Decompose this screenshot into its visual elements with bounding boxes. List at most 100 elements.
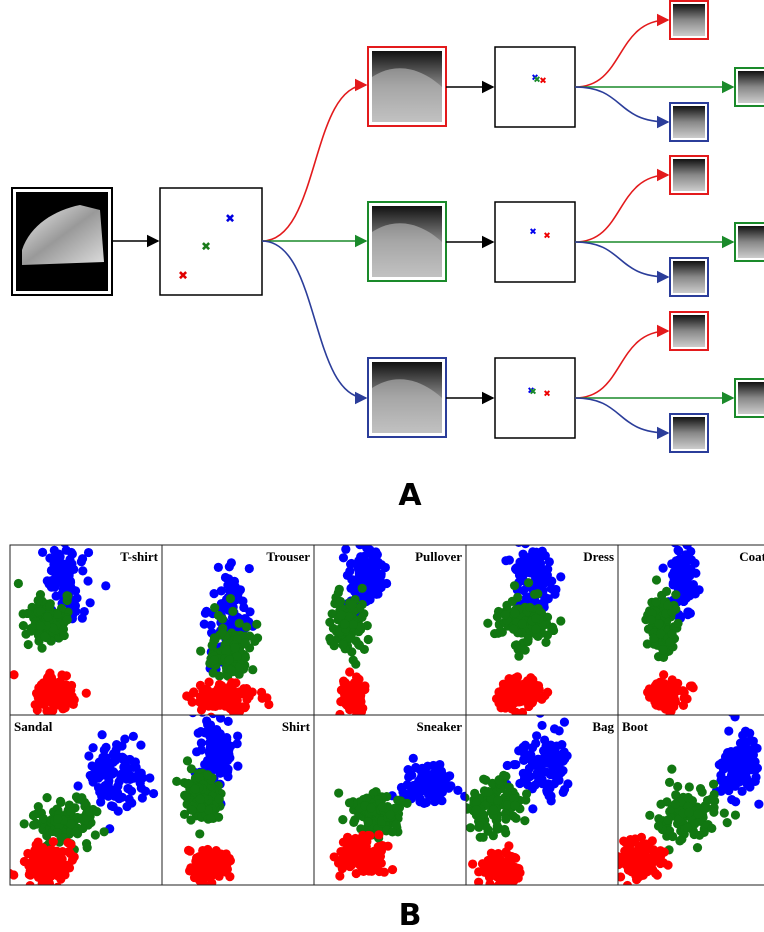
point <box>63 591 72 600</box>
point <box>515 868 524 877</box>
point <box>203 770 212 779</box>
point <box>674 546 683 555</box>
point <box>92 807 101 816</box>
arrow <box>575 175 668 242</box>
marker: ✖ <box>543 232 551 242</box>
point <box>510 609 519 618</box>
point <box>620 853 629 862</box>
point <box>214 563 223 572</box>
class-label: Shirt <box>282 719 311 734</box>
point <box>80 607 89 616</box>
point <box>228 684 237 693</box>
scatter-panel <box>5 715 162 893</box>
point <box>664 815 673 824</box>
scatter-panel <box>314 536 466 724</box>
point <box>207 745 216 754</box>
point <box>720 808 729 817</box>
point <box>33 705 42 714</box>
point <box>52 591 61 600</box>
class-label: Boot <box>622 719 649 734</box>
point <box>114 807 123 816</box>
point <box>424 770 433 779</box>
point <box>670 538 679 547</box>
scatter-panel <box>466 538 618 717</box>
point <box>195 829 204 838</box>
point <box>61 866 70 875</box>
class-label: Sneaker <box>417 719 463 734</box>
point <box>507 704 516 713</box>
point <box>668 832 677 841</box>
point <box>496 703 505 712</box>
point <box>202 684 211 693</box>
point <box>404 772 413 781</box>
panel-label: B <box>399 898 422 932</box>
point <box>483 619 492 628</box>
point <box>119 754 128 763</box>
point <box>495 775 504 784</box>
point <box>376 852 385 861</box>
point <box>513 673 522 682</box>
point <box>528 675 537 684</box>
point <box>641 840 650 849</box>
point <box>40 632 49 641</box>
point <box>662 587 671 596</box>
point <box>62 671 71 680</box>
point <box>470 789 479 798</box>
embedding-box <box>495 358 575 438</box>
point <box>409 781 418 790</box>
point <box>350 840 359 849</box>
point <box>531 781 540 790</box>
point <box>42 706 51 715</box>
point <box>127 787 136 796</box>
point <box>349 818 358 827</box>
point <box>343 571 352 580</box>
point <box>659 670 668 679</box>
point <box>26 881 35 890</box>
point <box>48 847 57 856</box>
point <box>196 795 205 804</box>
point <box>509 625 518 634</box>
point <box>50 546 59 555</box>
point <box>371 566 380 575</box>
point <box>37 644 46 653</box>
point <box>621 838 630 847</box>
point <box>86 598 95 607</box>
point <box>658 645 667 654</box>
point <box>53 610 62 619</box>
point <box>743 777 752 786</box>
point <box>670 571 679 580</box>
point <box>545 791 554 800</box>
point <box>209 668 218 677</box>
point <box>241 638 250 647</box>
point <box>20 819 29 828</box>
point <box>525 603 534 612</box>
point <box>31 860 40 869</box>
point <box>53 883 62 892</box>
point <box>205 758 214 767</box>
point <box>508 597 517 606</box>
point <box>717 758 726 767</box>
point <box>98 730 107 739</box>
point <box>499 683 508 692</box>
point <box>474 867 483 876</box>
point <box>71 586 80 595</box>
point <box>524 578 533 587</box>
point <box>357 862 366 871</box>
point <box>521 539 530 548</box>
point <box>520 816 529 825</box>
point <box>338 815 347 824</box>
point <box>187 764 196 773</box>
point <box>30 810 39 819</box>
point <box>337 611 346 620</box>
point <box>84 751 93 760</box>
class-label: Bag <box>592 719 614 734</box>
marker: ✖ <box>529 228 537 238</box>
point <box>78 824 87 833</box>
point <box>325 634 334 643</box>
point <box>673 782 682 791</box>
marker: ✖ <box>201 240 211 254</box>
point <box>117 769 126 778</box>
point <box>693 843 702 852</box>
point <box>88 743 97 752</box>
point <box>185 846 194 855</box>
